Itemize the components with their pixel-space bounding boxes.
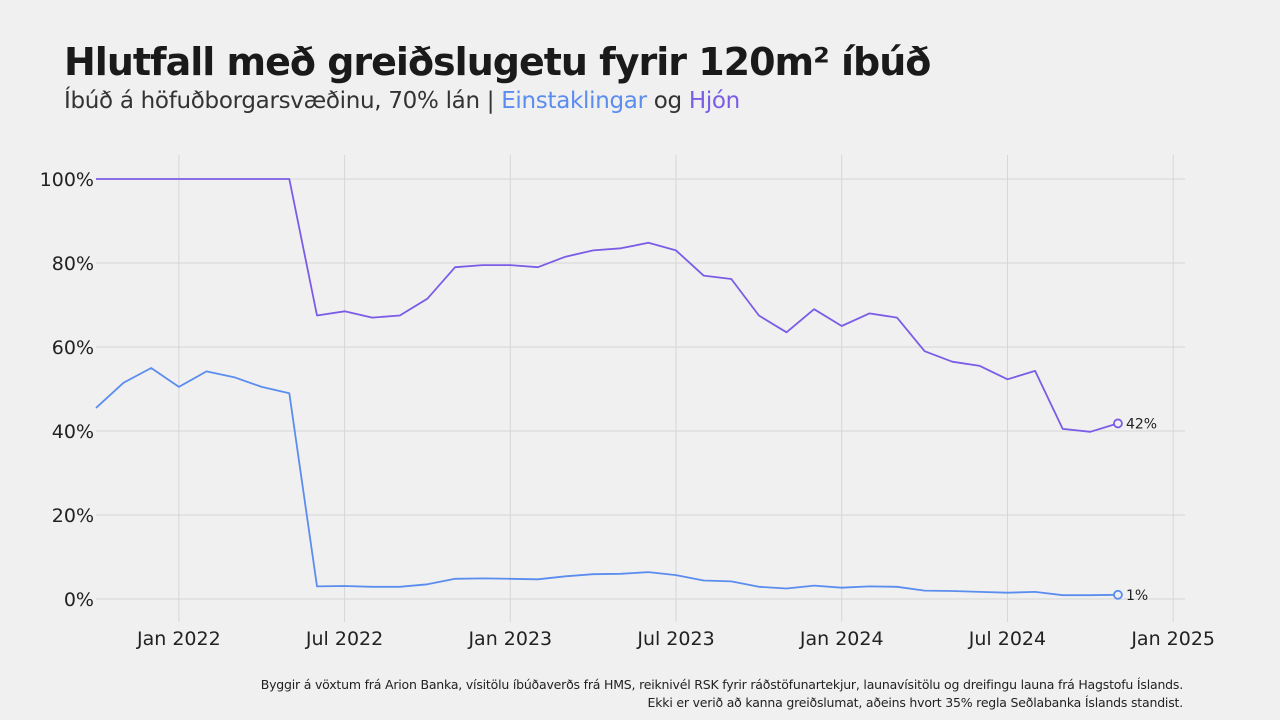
footer-line-1: Byggir á vöxtum frá Arion Banka, vísitöl… bbox=[260, 677, 1183, 692]
y-tick-label: 20% bbox=[52, 505, 94, 527]
series-end-marker bbox=[1113, 589, 1123, 600]
chart-footer: Byggir á vöxtum frá Arion Banka, vísitöl… bbox=[261, 676, 1183, 712]
x-tick-label: Jan 2022 bbox=[136, 628, 221, 650]
footer-line-2: Ekki er verið að kanna greiðslumat, aðei… bbox=[647, 695, 1184, 710]
y-tick-label: 40% bbox=[52, 421, 94, 443]
series-end-label: 1% bbox=[1126, 588, 1148, 604]
series-end-marker bbox=[1113, 418, 1123, 429]
y-tick-label: 100% bbox=[40, 169, 94, 191]
x-tick-label: Jan 2023 bbox=[467, 628, 552, 650]
subtitle-joiner: og bbox=[646, 88, 689, 114]
y-tick-label: 0% bbox=[64, 589, 94, 611]
x-tick-label: Jan 2025 bbox=[1130, 628, 1215, 650]
legend-hjon: Hjón bbox=[688, 88, 740, 114]
y-tick-label: 60% bbox=[52, 337, 94, 359]
legend-einstaklingar: Einstaklingar bbox=[501, 88, 647, 114]
x-tick-label: Jul 2023 bbox=[636, 628, 714, 650]
chart-subtitle: Íbúð á höfuðborgarsvæðinu, 70% lán | Ein… bbox=[64, 88, 740, 114]
chart-title: Hlutfall með greiðslugetu fyrir 120m² íb… bbox=[64, 40, 931, 84]
series-line-einstaklingar bbox=[95, 367, 1118, 597]
subtitle-prefix: Íbúð á höfuðborgarsvæðinu, 70% lán | bbox=[64, 88, 502, 114]
x-tick-label: Jul 2024 bbox=[968, 628, 1046, 650]
series-line-hjón bbox=[96, 178, 1119, 433]
series-end-label: 42% bbox=[1126, 416, 1157, 432]
x-tick-label: Jan 2024 bbox=[799, 628, 884, 650]
x-tick-label: Jul 2022 bbox=[305, 628, 383, 650]
y-tick-label: 80% bbox=[52, 253, 94, 275]
